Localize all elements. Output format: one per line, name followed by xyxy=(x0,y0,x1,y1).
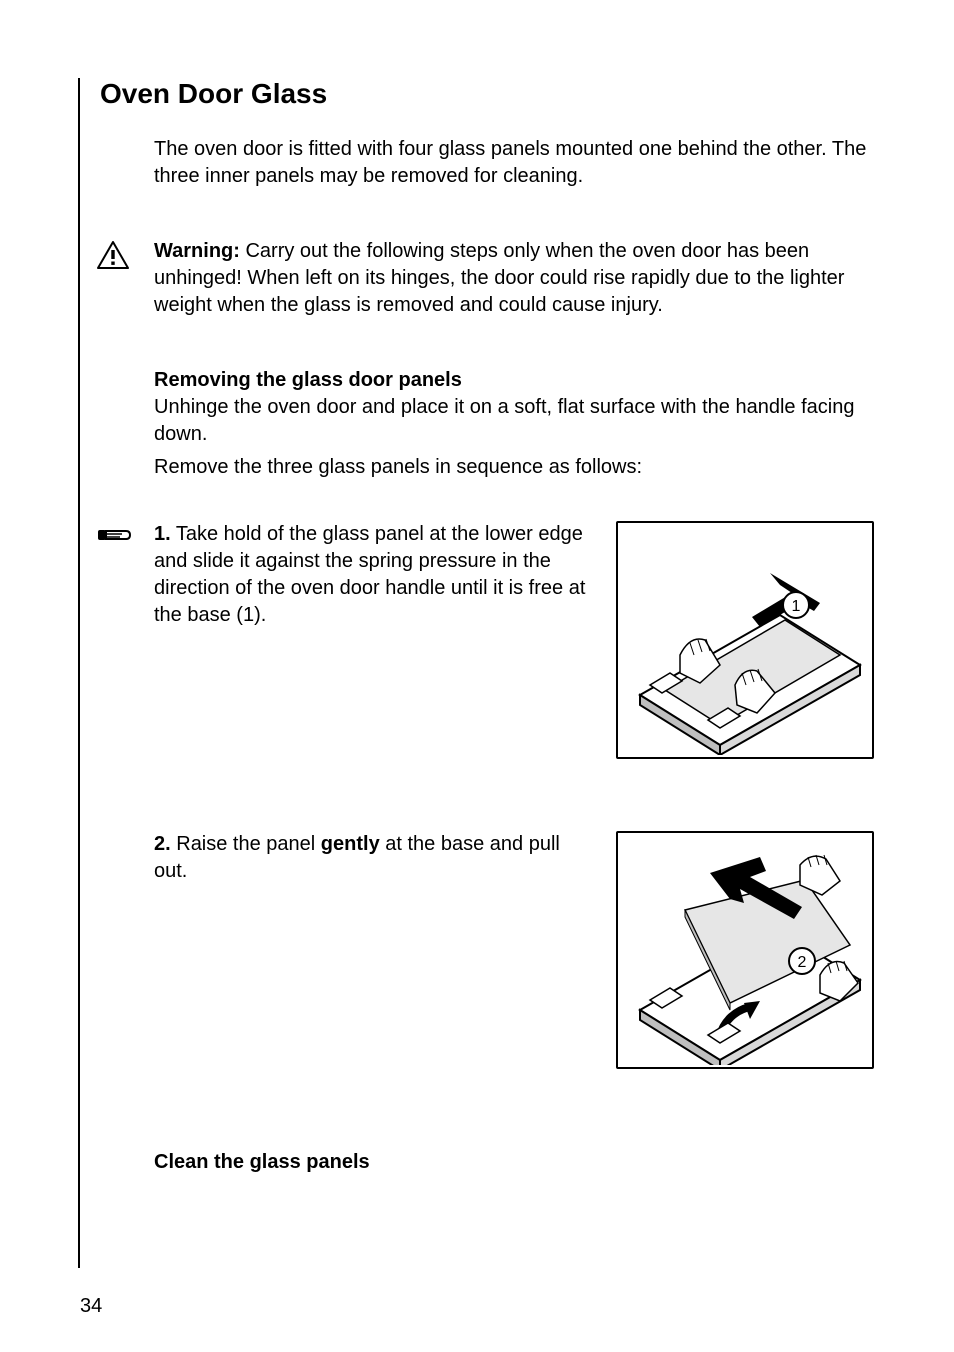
content-area: Oven Door Glass The oven door is fitted … xyxy=(100,78,874,1174)
removing-section: Removing the glass door panels Unhinge t… xyxy=(154,367,874,481)
step-2-strong: gently xyxy=(321,833,380,855)
warning-text: Warning: Carry out the following steps o… xyxy=(154,238,874,319)
step-1-body: Take hold of the glass panel at the lowe… xyxy=(154,523,585,626)
warning-block: Warning: Carry out the following steps o… xyxy=(154,238,874,319)
intro-paragraph: The oven door is fitted with four glass … xyxy=(154,136,874,190)
warning-body: Carry out the following steps only when … xyxy=(154,240,844,316)
warning-label: Warning: xyxy=(154,240,240,262)
figure-2-label: 2 xyxy=(798,954,807,971)
section-title: Oven Door Glass xyxy=(100,78,874,110)
removing-heading: Removing the glass door panels xyxy=(154,367,874,394)
warning-icon xyxy=(96,240,130,278)
figure-1-label: 1 xyxy=(792,598,801,615)
step-1-illustration: 1 xyxy=(620,525,870,755)
removing-line2: Remove the three glass panels in sequenc… xyxy=(154,454,874,481)
step-1-number: 1. xyxy=(154,523,171,545)
step-2-pre: Raise the panel xyxy=(171,833,321,855)
step-2-illustration: 2 xyxy=(620,835,870,1065)
clean-heading: Clean the glass panels xyxy=(154,1151,874,1174)
page: Oven Door Glass The oven door is fitted … xyxy=(0,0,954,1352)
vertical-rule xyxy=(78,78,80,1268)
pointing-hand-icon xyxy=(96,523,132,552)
step-2-number: 2. xyxy=(154,833,171,855)
step-1-figure: 1 xyxy=(616,521,874,759)
step-1: 1. Take hold of the glass panel at the l… xyxy=(154,521,874,771)
step-2-text: 2. Raise the panel gently at the base an… xyxy=(154,831,586,885)
step-2-figure: 2 xyxy=(616,831,874,1069)
page-number: 34 xyxy=(80,1295,102,1318)
removing-line1: Unhinge the oven door and place it on a … xyxy=(154,394,874,448)
step-1-text: 1. Take hold of the glass panel at the l… xyxy=(154,521,586,629)
step-2: 2. Raise the panel gently at the base an… xyxy=(154,831,874,1091)
